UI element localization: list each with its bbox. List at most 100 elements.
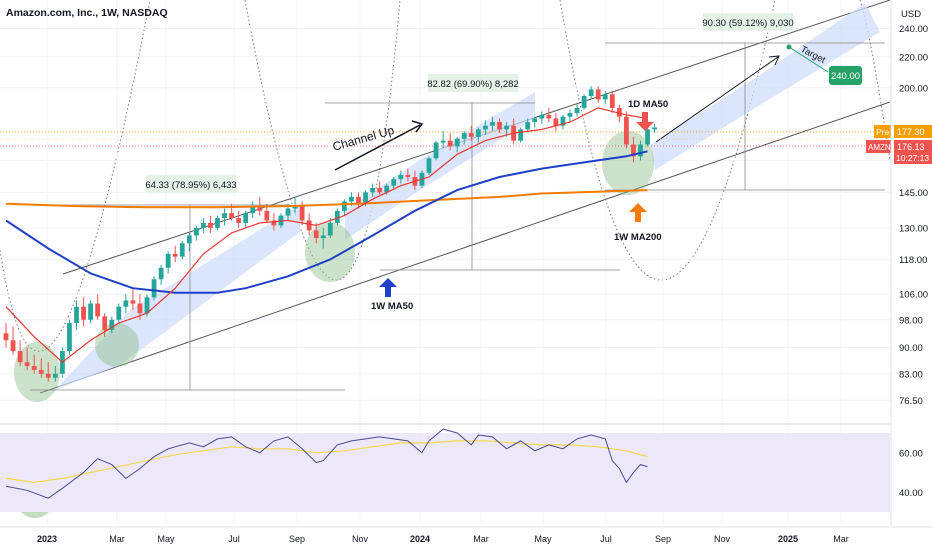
time-tick-label: May — [157, 534, 175, 544]
time-tick-label: Nov — [714, 534, 731, 544]
ma200-weekly-line — [5, 189, 648, 209]
target-value: 240.00 — [831, 71, 860, 82]
price-tick-label: 145.00 — [899, 188, 928, 199]
down-arrow-icon — [636, 112, 654, 131]
candle-body — [539, 114, 545, 119]
candle-body — [10, 340, 16, 352]
rsi-line — [5, 428, 648, 499]
target-value-badge — [829, 66, 862, 85]
candle-body — [31, 366, 37, 370]
candle-body — [581, 96, 587, 108]
candle-body — [616, 107, 622, 117]
price-tick-label: 76.50 — [899, 396, 923, 407]
candle-body — [363, 192, 368, 204]
bottom-circle — [14, 342, 60, 402]
candle-body — [532, 118, 538, 123]
target-1-label: 64.33 (78.95%) 6,433 — [145, 180, 236, 191]
candle-body — [158, 267, 164, 280]
candle-body — [426, 158, 432, 173]
price-tick-label: 200.00 — [899, 83, 928, 94]
time-tick-label: Nov — [352, 534, 369, 544]
candle-body — [102, 316, 108, 330]
candle-body — [454, 138, 460, 147]
rsi-tick-label: 60.00 — [899, 448, 923, 459]
candle-body — [285, 208, 291, 216]
last-price-value: 176.13 — [897, 142, 925, 152]
candle-body — [497, 122, 502, 130]
candle-body — [151, 279, 157, 298]
price-tick-label: 90.00 — [899, 343, 923, 354]
target-2-box — [428, 74, 518, 92]
rsi-band — [0, 433, 890, 512]
candle-body — [165, 253, 171, 268]
fractal-band-3 — [650, 3, 880, 170]
fractal-band-1 — [55, 205, 300, 390]
price-tick-label: 130.00 — [899, 223, 928, 234]
candle-body — [229, 213, 234, 219]
pre-badge-label: Pre — [876, 127, 890, 137]
candle-body — [504, 125, 509, 130]
candle-body — [638, 144, 643, 157]
measure-layer — [0, 42, 890, 391]
time-tick-label: Mar — [473, 534, 489, 544]
candle-body — [588, 89, 594, 97]
channel-lower-line — [39, 101, 891, 394]
price-tick-label: 83.00 — [899, 369, 923, 380]
channel-arrow — [334, 124, 421, 171]
bar-countdown: 10:27:13 — [896, 153, 929, 163]
target-3-box — [703, 13, 793, 31]
candle-body — [327, 222, 333, 236]
ma50-weekly-line — [5, 150, 648, 294]
candle-body — [483, 125, 488, 130]
time-tick-label: 2024 — [410, 534, 430, 544]
candle-body — [243, 213, 249, 223]
candle-body — [447, 140, 453, 147]
candle-body — [440, 140, 446, 143]
ma50-1d-label: 1D MA50 — [628, 99, 668, 110]
time-tick-label: Mar — [109, 534, 125, 544]
candle-body — [144, 297, 150, 314]
candle-body — [38, 369, 44, 374]
time-tick-label: Sep — [655, 534, 671, 544]
candle-body — [567, 113, 573, 117]
target-3-label: 90.30 (59.12%) 9,030 — [702, 18, 793, 29]
rsi-tick-label: 40.00 — [899, 488, 923, 499]
cycle-arc — [559, 0, 776, 281]
candle-body — [405, 174, 411, 178]
candle-body — [518, 129, 524, 141]
channel-arrowhead — [411, 120, 424, 133]
candle-body — [116, 306, 122, 320]
time-tick-label: Jul — [600, 534, 612, 544]
candle-body — [81, 306, 86, 320]
projection-arrow — [655, 56, 779, 143]
candle-body — [384, 185, 390, 193]
ticker-badge: AMZN — [868, 143, 891, 152]
candle-body — [652, 127, 657, 130]
candle-body — [74, 306, 79, 324]
candle-body — [3, 333, 9, 341]
price-tick-label: 106.00 — [899, 290, 928, 301]
candle-body — [391, 179, 397, 186]
candle-body — [356, 196, 361, 204]
ticker-badge-box — [866, 140, 891, 153]
candle-body — [398, 174, 404, 180]
price-tick-label: 220.00 — [899, 52, 928, 63]
chart-title: Amazon.com, Inc., 1W, NASDAQ — [6, 7, 168, 19]
candle-body — [172, 253, 178, 257]
candle-body — [179, 243, 185, 257]
time-tick-label: Mar — [833, 534, 849, 544]
candle-body — [109, 319, 115, 330]
candle-body — [130, 300, 136, 304]
pre-badge-value: 177.30 — [897, 127, 925, 137]
candle-body — [645, 129, 650, 145]
candle-body — [250, 206, 256, 214]
candle-body — [306, 220, 312, 231]
moving-averages-layer — [5, 107, 648, 363]
candle-body — [553, 118, 559, 126]
target-connector — [788, 46, 829, 73]
candle-body — [349, 196, 354, 202]
candle-body — [292, 206, 298, 209]
candle-body — [574, 107, 580, 114]
